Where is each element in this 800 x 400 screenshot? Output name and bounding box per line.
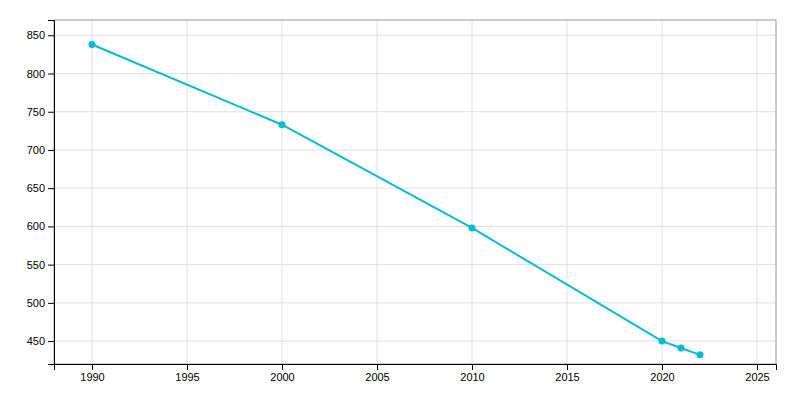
grid-line-y [54, 302, 776, 303]
point [697, 351, 704, 358]
point [659, 338, 666, 345]
grid-line-x [282, 20, 283, 364]
point [469, 224, 476, 231]
tick-mark [48, 341, 54, 342]
grid-line-x [377, 20, 378, 364]
grid-line-y [54, 341, 776, 342]
tick-label: 1990 [80, 371, 104, 383]
grid-line-x [567, 20, 568, 364]
line [92, 44, 700, 354]
axis-domain [48, 21, 55, 365]
grid-line-y [54, 226, 776, 227]
tick-mark [377, 364, 378, 370]
tick: 2020 [650, 364, 674, 383]
tick: 800 [27, 68, 54, 80]
tick-mark [48, 35, 54, 36]
tick-mark [92, 364, 93, 370]
tick-mark [48, 188, 54, 189]
tick: 450 [27, 335, 54, 347]
tick-mark [662, 364, 663, 370]
tick-label: 850 [27, 29, 45, 41]
tick-mark [567, 364, 568, 370]
tick: 2015 [555, 364, 579, 383]
tick-label: 800 [27, 68, 45, 80]
tick: 550 [27, 259, 54, 271]
tick-label: 700 [27, 144, 45, 156]
grid-line-x [92, 20, 93, 364]
chart: 1990 1995 2000 2005 2010 2015 2020 2025 450 500 55… [0, 0, 800, 400]
tick-mark [48, 303, 54, 304]
marks [89, 41, 704, 358]
tick-label: 2010 [460, 371, 484, 383]
grid-line-y [54, 111, 776, 112]
x-axis: 1990 1995 2000 2005 2010 2015 2020 2025 [55, 364, 777, 383]
tick-mark [48, 74, 54, 75]
tick-label: 750 [27, 106, 45, 118]
plot-frame [54, 20, 776, 364]
tick-label: 650 [27, 182, 45, 194]
grid [54, 20, 776, 364]
tick-mark [187, 364, 188, 370]
grid-line-y [54, 149, 776, 150]
grid-line-x [472, 20, 473, 364]
grid-line-y [54, 264, 776, 265]
tick: 650 [27, 182, 54, 194]
tick: 750 [27, 106, 54, 118]
point [279, 121, 286, 128]
point [678, 344, 685, 351]
y-axis: 450 500 550 600 650 700 750 800 850 [27, 21, 55, 365]
tick: 2005 [365, 364, 389, 383]
tick-label: 2005 [365, 371, 389, 383]
tick-mark [48, 226, 54, 227]
tick-label: 600 [27, 220, 45, 232]
tick: 2000 [270, 364, 294, 383]
grid-line-y [54, 188, 776, 189]
tick: 1990 [80, 364, 104, 383]
grid-line-x [662, 20, 663, 364]
tick-mark [282, 364, 283, 370]
tick-mark [48, 150, 54, 151]
tick: 1995 [175, 364, 199, 383]
tick-label: 2015 [555, 371, 579, 383]
tick-label: 500 [27, 297, 45, 309]
tick-mark [472, 364, 473, 370]
axis-domain [55, 365, 777, 371]
tick: 500 [27, 297, 54, 309]
tick-label: 550 [27, 259, 45, 271]
tick-label: 1995 [175, 371, 199, 383]
grid-line-x [757, 20, 758, 364]
tick: 850 [27, 29, 54, 41]
plot-root: 1990 1995 2000 2005 2010 2015 2020 2025 450 500 55… [27, 20, 777, 383]
tick-mark [48, 265, 54, 266]
tick-mark [757, 364, 758, 370]
tick-label: 2020 [650, 371, 674, 383]
tick-label: 2000 [270, 371, 294, 383]
tick-mark [48, 112, 54, 113]
tick-label: 450 [27, 335, 45, 347]
tick-label: 2025 [745, 371, 769, 383]
tick: 2025 [745, 364, 769, 383]
tick: 700 [27, 144, 54, 156]
grid-line-x [187, 20, 188, 364]
grid-line-y [54, 35, 776, 36]
tick: 600 [27, 220, 54, 232]
tick: 2010 [460, 364, 484, 383]
point [89, 41, 96, 48]
